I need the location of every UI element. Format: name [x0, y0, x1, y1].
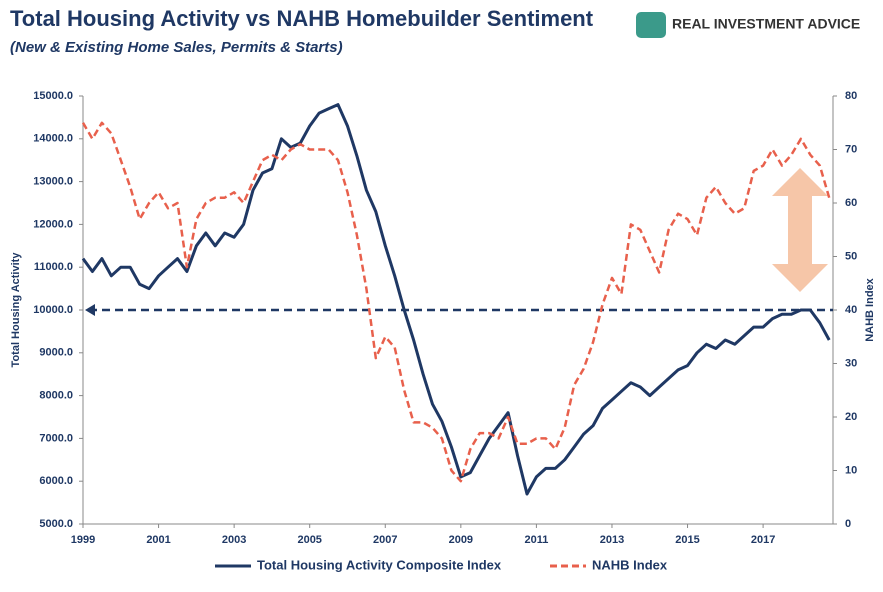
series-line [81, 103, 831, 496]
x-tick-label: 2013 [600, 534, 624, 546]
y2-tick-label: 0 [845, 518, 851, 530]
y-tick-label: 14000.0 [33, 133, 73, 145]
x-tick-label: 1999 [71, 534, 95, 546]
y-tick-label: 6000.0 [39, 475, 73, 487]
y-axis-label: Total Housing Activity [10, 252, 22, 368]
y2-tick-label: 70 [845, 143, 857, 155]
y2-axis-label: NAHB Index [864, 277, 876, 341]
logo-text: REAL INVESTMENT ADVICE [672, 16, 860, 32]
y2-tick-label: 20 [845, 411, 857, 423]
legend-label: NAHB Index [592, 557, 668, 572]
y2-tick-label: 60 [845, 197, 857, 209]
y-tick-label: 11000.0 [34, 261, 73, 273]
series-line [81, 121, 831, 483]
y-tick-label: 15000.0 [33, 90, 73, 102]
x-tick-label: 2003 [222, 534, 246, 546]
x-tick-label: 2011 [524, 534, 548, 546]
x-tick-label: 2001 [146, 534, 170, 546]
chart-subtitle: (New & Existing Home Sales, Permits & St… [10, 39, 343, 56]
y-tick-label: 9000.0 [39, 347, 73, 359]
y2-tick-label: 30 [845, 357, 857, 369]
x-tick-label: 2007 [373, 534, 397, 546]
logo-icon [636, 12, 666, 38]
y2-tick-label: 40 [845, 304, 857, 316]
x-tick-label: 2005 [297, 534, 321, 546]
legend-label: Total Housing Activity Composite Index [257, 557, 502, 572]
y2-tick-label: 80 [845, 90, 857, 102]
y-tick-label: 7000.0 [39, 432, 73, 444]
y2-tick-label: 50 [845, 250, 857, 262]
chart-title: Total Housing Activity vs NAHB Homebuild… [10, 6, 594, 31]
y-tick-label: 8000.0 [39, 390, 73, 402]
x-tick-label: 2015 [675, 534, 699, 546]
x-tick-label: 2017 [751, 534, 775, 546]
y2-tick-label: 10 [845, 464, 857, 476]
y-tick-label: 10000.0 [33, 304, 73, 316]
x-tick-label: 2009 [449, 534, 473, 546]
y-tick-label: 12000.0 [33, 218, 73, 230]
reference-arrow [85, 304, 95, 316]
y-tick-label: 13000.0 [33, 176, 73, 188]
annotation-arrow [772, 168, 828, 292]
y-tick-label: 5000.0 [39, 518, 73, 530]
